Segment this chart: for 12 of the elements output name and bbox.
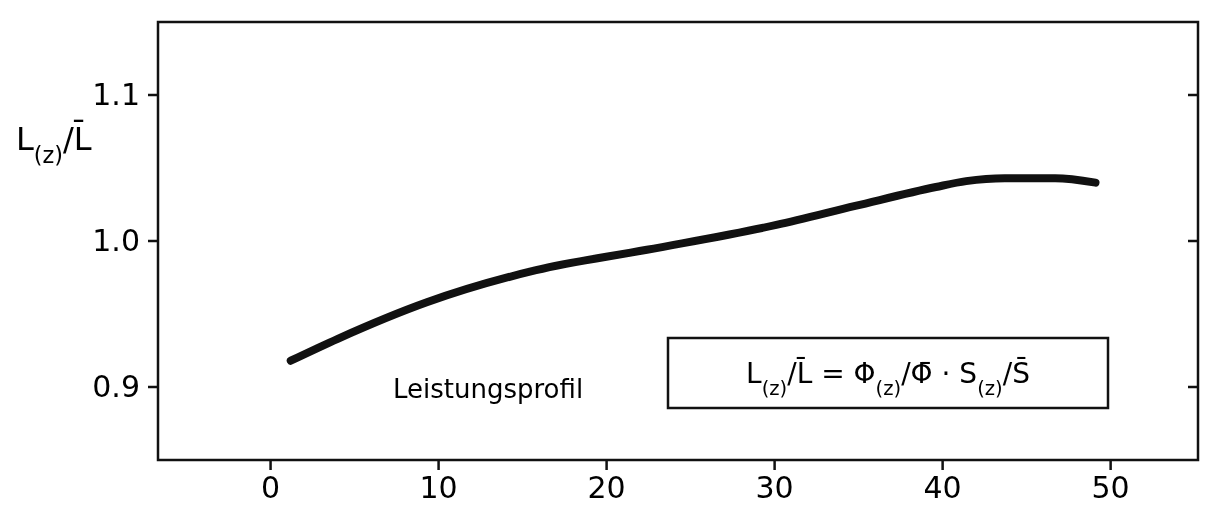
x-tick-label: 30 [755, 470, 794, 505]
x-tick-label: 20 [587, 470, 626, 505]
x-tick-label: 0 [261, 470, 281, 505]
y-axis-title: L$_{(z)}$/L̄ [16, 119, 92, 168]
x-tick-label: 40 [923, 470, 962, 505]
y-tick-label: 1.1 [92, 77, 140, 112]
x-tick-label: 10 [419, 470, 458, 505]
y-tick-label: 0.9 [92, 369, 140, 404]
annotation: Leistungsprofil [393, 374, 584, 404]
x-tick-label: 50 [1091, 470, 1130, 505]
annotation: L$_{(z)}$/L̄ = Φ$_{(z)}$/Φ̄ · S$_{(z)}$/S̄ [746, 355, 1030, 400]
y-tick-label: 1.0 [92, 223, 140, 258]
